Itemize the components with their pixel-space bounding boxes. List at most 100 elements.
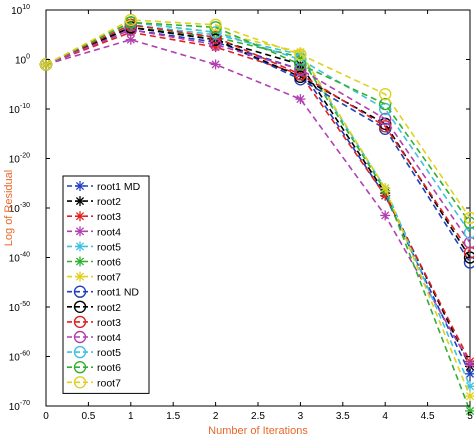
legend-entry: root5: [67, 345, 121, 359]
legend-entry: root4: [67, 226, 121, 238]
legend-entry: root3: [67, 315, 121, 329]
data-point-circle: [463, 211, 474, 225]
legend-marker-star: [75, 256, 85, 267]
legend-marker-star: [75, 226, 85, 237]
legend-entry: root6: [67, 361, 121, 374]
x-tick-label: 1: [128, 411, 134, 422]
legend-entry: root4: [67, 330, 121, 344]
data-point-circle: [209, 18, 222, 32]
legend-entry: root1 MD: [67, 181, 141, 193]
x-tick-label: 4.5: [421, 411, 435, 422]
data-point-circle: [463, 236, 474, 249]
legend-label: root3: [97, 317, 121, 329]
series-line: [45, 24, 471, 253]
series-line: [45, 19, 471, 219]
legend-entry: root7: [67, 376, 121, 389]
y-axis-label: Log of Residual: [3, 170, 15, 246]
legend-entry: root2: [67, 300, 121, 314]
x-axis-ticks: 0 0.5 1 1.5 2 2.5 3 3.5 4 4.5 5: [43, 10, 473, 422]
data-point-star: [125, 34, 136, 45]
data-point-circle: [209, 31, 222, 44]
legend-entry: root1 ND: [67, 285, 139, 299]
data-point-circle: [209, 26, 222, 39]
y-tick-label: 10-60: [9, 351, 30, 364]
y-tick-label: 100: [15, 54, 30, 67]
legend-entry: root7: [67, 271, 121, 284]
y-tick-label: 1010: [11, 4, 30, 17]
legend-marker-star: [75, 196, 85, 207]
legend-label: root7: [97, 377, 121, 389]
data-point-circle: [294, 58, 307, 71]
y-tick-label: 10-10: [9, 103, 30, 116]
legend-marker-circle: [73, 300, 87, 313]
data-point-circle: [463, 246, 474, 259]
x-tick-label: 4: [382, 411, 388, 422]
series-line: [45, 26, 471, 263]
data-point-star: [465, 391, 474, 402]
legend-marker-circle: [73, 376, 87, 389]
data-point-circle: [463, 226, 474, 239]
series-line: [45, 28, 471, 244]
x-tick-label: 1.5: [166, 411, 180, 422]
legend-entry: root2: [67, 196, 121, 208]
data-point-star: [465, 358, 474, 369]
legend-label: root7: [97, 272, 121, 284]
x-axis-label: Number of Iterations: [208, 425, 308, 437]
legend-label: root6: [97, 257, 121, 269]
legend-marker-star: [75, 271, 85, 282]
y-tick-label: 10-20: [9, 153, 30, 166]
x-tick-label: 3: [298, 411, 304, 422]
data-point-circle: [379, 112, 392, 126]
series-line: [45, 26, 471, 412]
legend-label: root3: [97, 211, 121, 223]
data-point-circle: [209, 38, 222, 51]
series-layer: [39, 13, 474, 416]
y-axis-ticks: 1010 100 10-10 10-20 10-30 10-40 10-50 10-60 10-…: [9, 4, 470, 413]
data-point-circle: [124, 23, 138, 36]
x-tick-label: 0: [43, 411, 49, 422]
data-point-star: [210, 59, 221, 70]
series-line: [45, 38, 471, 365]
x-tick-label: 0.5: [81, 411, 95, 422]
data-point-star: [465, 405, 474, 416]
data-point-star: [380, 210, 391, 221]
legend-entry: root6: [67, 256, 121, 269]
x-tick-label: 2: [213, 411, 219, 422]
y-tick-label: 10-50: [9, 301, 30, 314]
legend-marker-circle: [73, 345, 87, 359]
data-point-star: [295, 94, 306, 105]
legend-entry: root3: [67, 211, 121, 223]
legend-marker-star: [75, 181, 85, 191]
legend-label: root4: [97, 332, 121, 344]
series-13: [39, 13, 474, 225]
legend-label: root2: [97, 302, 121, 314]
legend-label: root2: [97, 196, 121, 208]
legend-label: root1 MD: [97, 181, 141, 193]
legend-entry: root5: [67, 241, 121, 253]
legend-marker-star: [75, 241, 85, 252]
series-line: [45, 21, 471, 397]
legend-marker-circle: [73, 285, 87, 298]
legend-marker-circle: [73, 330, 87, 344]
legend-marker-circle: [73, 315, 87, 329]
data-point-circle: [379, 97, 392, 111]
x-tick-label: 2.5: [251, 411, 265, 422]
legend-label: root5: [97, 241, 121, 253]
data-point-circle: [39, 58, 53, 71]
y-tick-label: 10-30: [9, 202, 30, 215]
legend-label: root5: [97, 347, 121, 359]
legend-label: root6: [97, 362, 121, 374]
data-point-circle: [124, 13, 138, 27]
x-tick-label: 5: [467, 411, 473, 422]
legend: root1 MD root2 root3 root4 root5 root6 root7 ro…: [62, 175, 150, 394]
y-tick-label: 10-40: [9, 252, 30, 265]
x-tick-label: 3.5: [336, 411, 350, 422]
legend-label: root1 ND: [97, 287, 139, 299]
series-line: [45, 21, 471, 224]
legend-box: [62, 175, 150, 394]
legend-marker-star: [75, 211, 85, 222]
data-point-circle: [379, 87, 392, 101]
y-tick-label: 10-70: [9, 400, 30, 413]
data-point-circle: [294, 48, 307, 61]
